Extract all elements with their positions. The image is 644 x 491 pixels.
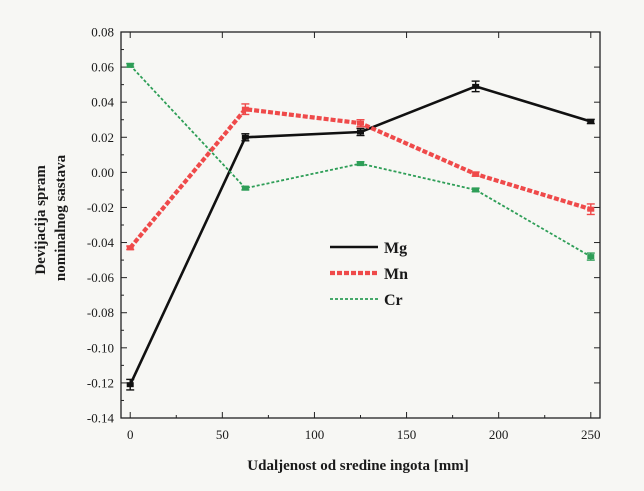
y-axis-title-line-1: Devijacija spram: [33, 165, 49, 275]
series-mn: [126, 103, 595, 251]
data-point-mg: [587, 118, 595, 124]
data-point-mn: [241, 106, 249, 112]
x-tick-label: 50: [216, 427, 229, 442]
x-axis-title: Udaljenost od sredine ingota [mm]: [247, 458, 468, 474]
series-mg: [126, 80, 595, 391]
data-point-mn: [472, 171, 480, 177]
y-tick-label: 0.04: [91, 95, 114, 110]
y-tick-label: -0.06: [87, 270, 115, 285]
x-tick-label: 100: [305, 427, 325, 442]
y-tick-label: -0.10: [87, 340, 114, 355]
y-tick-label: -0.02: [87, 200, 114, 215]
data-point-mg: [126, 382, 134, 388]
legend-label-mn: Mn: [384, 266, 408, 283]
x-tick-label: 250: [581, 427, 601, 442]
y-axis-title: Devijacija spram nominalnog sastava: [33, 154, 69, 281]
data-point-cr: [126, 62, 134, 68]
y-tick-label: -0.14: [87, 411, 115, 426]
series-cr: [126, 62, 595, 261]
data-point-cr: [472, 187, 480, 193]
y-tick-label: 0.00: [91, 165, 114, 180]
x-tick-label: 150: [397, 427, 417, 442]
data-point-mn: [587, 206, 595, 212]
y-axis-title-line-2: nominalnog sastava: [53, 154, 69, 281]
data-point-mg: [357, 129, 364, 135]
y-tick-label: -0.12: [87, 375, 114, 390]
y-tick-label: 0.06: [91, 60, 114, 75]
y-tick-label: 0.08: [91, 25, 114, 40]
data-point-cr: [357, 161, 364, 167]
y-tick-label: -0.08: [87, 305, 114, 320]
data-point-mg: [472, 83, 480, 89]
y-tick-label: -0.04: [87, 235, 115, 250]
data-point-cr: [587, 254, 595, 260]
plot-frame: [120, 31, 601, 419]
data-point-mn: [126, 245, 134, 251]
data-point-cr: [241, 185, 249, 191]
y-tick-label: 0.02: [91, 130, 114, 145]
legend-label-cr: Cr: [384, 292, 403, 309]
x-tick-label: 0: [127, 427, 134, 442]
data-point-mn: [357, 120, 364, 126]
x-tick-label: 200: [489, 427, 509, 442]
data-point-mg: [241, 134, 249, 140]
series-line-cr: [129, 64, 592, 258]
legend-label-mg: Mg: [384, 240, 407, 257]
